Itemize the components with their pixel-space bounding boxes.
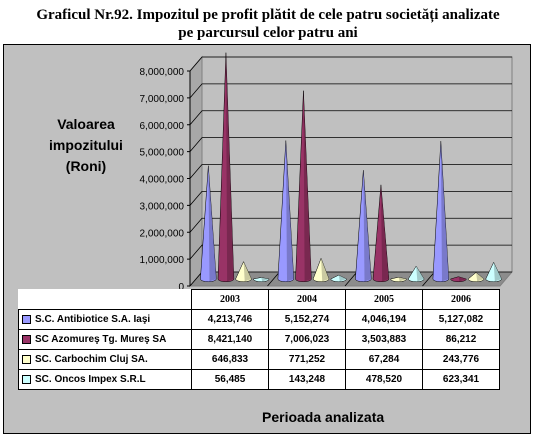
legend-label: SC. Oncos Impex S.R.L bbox=[35, 374, 146, 385]
cone bbox=[355, 170, 372, 282]
cone bbox=[372, 184, 390, 282]
legend-entry: S.C. Antibiotice S.A. Iaşi bbox=[18, 309, 192, 330]
data-table-year: 2005 bbox=[345, 289, 423, 310]
gridline bbox=[189, 217, 512, 233]
data-table-row: S.C. Antibiotice S.A. Iaşi 4,213,746 5,1… bbox=[18, 309, 500, 330]
data-table-cell: 4,046,194 bbox=[345, 309, 423, 330]
legend-label: SC. Carbochim Cluj SA. bbox=[35, 354, 148, 365]
data-table-cell: 56,485 bbox=[191, 369, 269, 390]
gridline bbox=[189, 83, 512, 99]
cone bbox=[217, 52, 235, 282]
cone bbox=[235, 261, 252, 282]
cone bbox=[252, 277, 270, 282]
y-axis-label-line3: (Roni) bbox=[65, 158, 107, 174]
y-axis-label-line1: Valoarea bbox=[57, 116, 115, 132]
legend-entry: SC. Oncos Impex S.R.L bbox=[18, 369, 192, 390]
legend-key bbox=[22, 314, 31, 324]
legend-entry: SC. Carbochim Cluj SA. bbox=[18, 349, 192, 370]
data-table-cell: 8,421,140 bbox=[191, 329, 269, 350]
chart-title-line1: Graficul Nr.92. Impozitul pe profit plăt… bbox=[36, 7, 500, 23]
cone bbox=[432, 141, 450, 282]
gridline bbox=[189, 190, 512, 206]
gridline bbox=[189, 110, 512, 126]
cone bbox=[312, 257, 330, 282]
gridline bbox=[189, 244, 512, 260]
legend-entry: SC Azomureş Tg. Mureş SA bbox=[18, 329, 192, 350]
y-tick-label: 6,000,000 bbox=[140, 121, 185, 132]
x-axis-label: Perioada analizata bbox=[262, 409, 385, 425]
y-tick-label: 2,000,000 bbox=[140, 228, 185, 239]
data-table-cell: 143,248 bbox=[268, 369, 346, 390]
cone bbox=[295, 90, 312, 282]
y-tick-label: 1,000,000 bbox=[140, 255, 185, 266]
category-separator bbox=[422, 271, 435, 287]
legend-label: SC Azomureş Tg. Mureş SA bbox=[35, 334, 167, 345]
legend-key bbox=[22, 374, 31, 384]
data-table-cell: 67,284 bbox=[345, 349, 423, 370]
data-table-cell: 623,341 bbox=[422, 369, 500, 390]
y-axis-label-line2: impozitului bbox=[49, 137, 123, 153]
cone bbox=[485, 261, 502, 282]
legend-key bbox=[22, 334, 31, 344]
data-table-cell: 5,152,274 bbox=[268, 309, 346, 330]
y-tick-label: 4,000,000 bbox=[140, 175, 185, 186]
cone bbox=[450, 276, 467, 282]
cone bbox=[277, 140, 295, 282]
data-table-row: SC. Oncos Impex S.R.L 56,485 143,248 478… bbox=[18, 369, 500, 390]
gridline bbox=[189, 56, 512, 72]
data-table-year: 2006 bbox=[422, 289, 500, 310]
data-table-header-row: 2003 2004 2005 2006 bbox=[19, 289, 500, 310]
data-table-cell: 5,127,082 bbox=[422, 309, 500, 330]
data-table-cell: 478,520 bbox=[345, 369, 423, 390]
data-table-corner bbox=[19, 290, 192, 310]
chart-title-line2: pe parcursul celor patru ani bbox=[178, 25, 358, 41]
data-table-row: SC Azomureş Tg. Mureş SA 8,421,140 7,006… bbox=[18, 329, 500, 350]
data-table: 2003 2004 2005 2006 S.C. Antibiotice S.A… bbox=[18, 289, 500, 390]
data-table-year: 2004 bbox=[268, 289, 346, 310]
y-tick-label: 0 bbox=[178, 282, 184, 293]
cone bbox=[200, 165, 217, 282]
data-table-cell: 243,776 bbox=[422, 349, 500, 370]
cone bbox=[390, 276, 407, 282]
category-separator bbox=[344, 271, 358, 287]
data-table-cell: 3,503,883 bbox=[345, 329, 423, 350]
y-tick-label: 3,000,000 bbox=[140, 201, 185, 212]
chart-title: Graficul Nr.92. Impozitul pe profit plăt… bbox=[0, 6, 536, 42]
data-table-cell: 7,006,023 bbox=[268, 329, 346, 350]
data-table-cell: 771,252 bbox=[268, 349, 346, 370]
data-table-year: 2003 bbox=[191, 289, 269, 310]
gridline bbox=[189, 164, 512, 179]
data-table-cell: 4,213,746 bbox=[191, 309, 269, 330]
y-tick-label: 7,000,000 bbox=[140, 94, 185, 105]
y-axis-label: Valoarea impozitului (Roni) bbox=[46, 114, 126, 177]
legend-key bbox=[22, 354, 31, 364]
gridline bbox=[189, 137, 512, 152]
legend-label: S.C. Antibiotice S.A. Iaşi bbox=[35, 314, 151, 325]
category-separator bbox=[267, 271, 280, 287]
data-table-row: SC. Carbochim Cluj SA. 646,833 771,252 6… bbox=[18, 349, 500, 370]
cone bbox=[330, 274, 347, 282]
cone bbox=[407, 265, 425, 282]
y-tick-label: 8,000,000 bbox=[140, 67, 185, 78]
data-table-cell: 86,212 bbox=[422, 329, 500, 350]
data-table-cell: 646,833 bbox=[191, 349, 269, 370]
cone bbox=[467, 272, 485, 282]
y-tick-label: 5,000,000 bbox=[140, 148, 185, 159]
